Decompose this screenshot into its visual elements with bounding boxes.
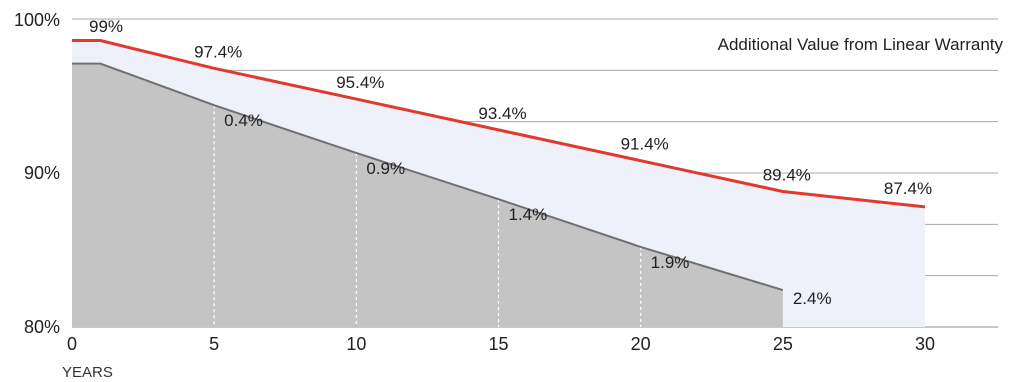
linear-value-label: 97.4% [194, 42, 242, 61]
degradation-drop-lines [213, 105, 642, 327]
x-tick-label: 20 [631, 334, 651, 354]
linear-value-label: 89.4% [763, 165, 811, 184]
degradation-label: 0.9% [366, 159, 405, 178]
degradation-label: 1.9% [651, 253, 690, 272]
x-tick-label: 25 [773, 334, 793, 354]
x-tick-label: 5 [209, 334, 219, 354]
area-fills [72, 40, 925, 328]
y-tick-label: 90% [24, 163, 60, 183]
standard-warranty-area [72, 63, 783, 327]
x-tick-label: 0 [67, 334, 77, 354]
standard-warranty-line [72, 62, 784, 291]
degradation-label: 0.4% [224, 111, 263, 130]
x-tick-label: 30 [915, 334, 935, 354]
x-axis-label: YEARS [62, 364, 113, 381]
degradation-label: 2.4% [793, 289, 832, 308]
linear-warranty-line [72, 39, 926, 209]
linear-value-label: 99% [89, 17, 123, 36]
data-labels: 99% 97.4% 95.4% 93.4% 91.4% 89.4% 87.4% 0.4% 0.9… [89, 17, 932, 308]
y-tick-label: 100% [14, 10, 60, 30]
series-lines [72, 39, 926, 291]
linear-value-label: 91.4% [621, 135, 669, 154]
x-tick-label: 10 [346, 334, 366, 354]
linear-value-label: 87.4% [884, 179, 932, 198]
legend-text: Additional Value from Linear Warranty [718, 35, 1004, 54]
linear-value-label: 95.4% [336, 73, 384, 92]
degradation-label: 1.4% [509, 205, 548, 224]
x-tick-label: 15 [488, 334, 508, 354]
linear-value-label: 93.4% [478, 104, 526, 123]
axes: 80% 90% 100% 0 5 10 15 20 25 30 [14, 10, 935, 354]
y-tick-label: 80% [24, 317, 60, 337]
